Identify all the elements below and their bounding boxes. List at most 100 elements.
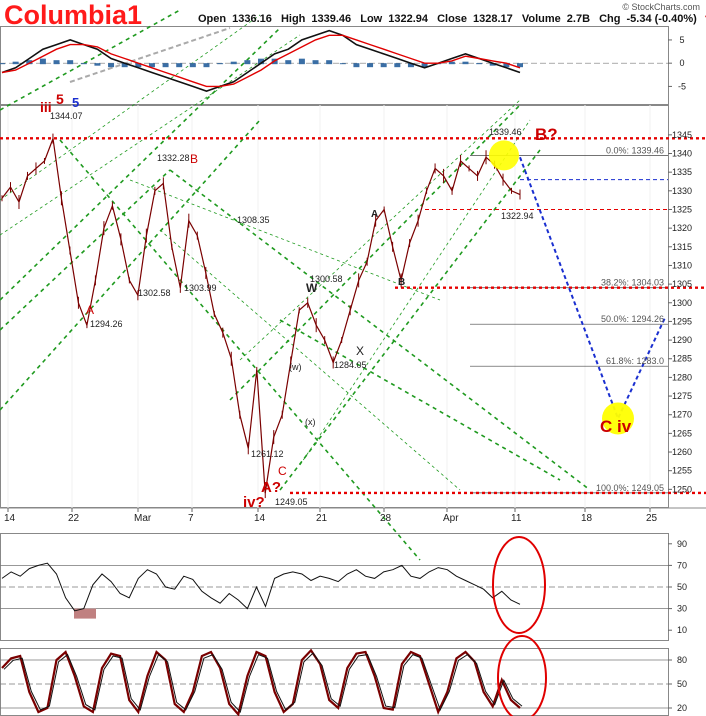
- watermark: © StockCharts.com: [622, 2, 700, 12]
- low-value: 1322.94: [388, 13, 428, 25]
- macd-hist-bar: [148, 63, 155, 68]
- wave-annotation: 1303.99: [184, 283, 217, 293]
- wave-annotation: A: [86, 303, 94, 317]
- macd-y-tick-label: 0: [679, 58, 684, 68]
- macd-hist-bar: [217, 63, 224, 65]
- price-y-tick-label: 1255: [672, 466, 692, 476]
- blue-projection-line: [519, 156, 666, 422]
- macd-hist-bar: [326, 60, 333, 65]
- chg-label: Chg: [599, 13, 621, 25]
- macd-signal-line: [1, 34, 521, 88]
- x-tick-label: Mar: [134, 513, 152, 524]
- green-channel-line: [0, 169, 171, 331]
- stoch-y-tick-label: 50: [677, 679, 687, 689]
- trendlines: [0, 9, 706, 561]
- price-y-tick-label: 1295: [672, 316, 692, 326]
- macd-panel-frame: [0, 26, 669, 105]
- wave-annotation: B: [398, 277, 405, 288]
- high-label: High: [280, 13, 306, 25]
- price-y-tick-label: 1270: [672, 410, 692, 420]
- target-circle-bottom: [602, 402, 634, 435]
- wave-annotation: 1300.58: [310, 274, 343, 284]
- wave-annotation: 1302.58: [138, 288, 171, 298]
- wave-annotation: 5: [56, 91, 64, 107]
- macd-hist-bar: [353, 63, 360, 68]
- x-tick-label: 14: [4, 513, 16, 524]
- x-tick-label: Apr: [443, 513, 459, 524]
- wave-annotation: 1249.05: [275, 497, 308, 507]
- price-y-tick-label: 1250: [672, 484, 692, 494]
- rsi-y-tick-label: 90: [677, 539, 687, 549]
- rsi-y-tick-label: 50: [677, 582, 687, 592]
- open-value: 1336.16: [232, 13, 272, 25]
- price-line: [1, 138, 521, 494]
- green-channel-line: [0, 119, 261, 411]
- macd-hist-bar: [189, 63, 196, 68]
- wave-annotation: 1344.07: [50, 111, 83, 121]
- wave-annotation: 1284.05: [334, 360, 367, 370]
- macd-hist-bar: [503, 63, 510, 68]
- wave-annotation: 1322.94: [501, 211, 534, 221]
- macd-hist-bar: [517, 63, 523, 68]
- green-channel-line: [279, 149, 541, 491]
- macd-hist-bar: [421, 63, 428, 68]
- volume-value: 2.7B: [566, 13, 591, 25]
- rsi-y-tick-label: 70: [677, 560, 687, 570]
- wave-annotation: 5: [72, 95, 79, 110]
- price-y-tick-label: 1275: [672, 391, 692, 401]
- price-y-tick-label: 1340: [672, 149, 692, 159]
- macd-hist-bar: [462, 61, 469, 65]
- stoch-line: [1, 648, 521, 716]
- open-label: Open: [198, 13, 227, 25]
- wave-annotation: 1339.46: [489, 127, 522, 137]
- rsi-y-tick-label: 10: [677, 625, 687, 635]
- macd-hist-bar: [67, 60, 74, 65]
- price-y-tick-label: 1320: [672, 223, 692, 233]
- macd-hist-bar: [380, 63, 387, 68]
- price-y-tick-label: 1310: [672, 260, 692, 270]
- gray-dashed-line: [69, 27, 231, 83]
- close-value: 1328.17: [473, 13, 513, 25]
- fib-level-label: 0.0%: 1339.46: [606, 146, 664, 156]
- macd-hist-bar: [448, 61, 455, 65]
- wave-annotation: 1261.12: [251, 449, 284, 459]
- macd-hist-bar: [12, 61, 19, 65]
- macd-hist-bar: [367, 63, 374, 68]
- green-channel-line: [169, 169, 591, 491]
- green-channel-line: [0, 27, 281, 301]
- price-y-tick-label: 1330: [672, 186, 692, 196]
- wave-annotation: B: [190, 152, 198, 166]
- wave-annotation: A?: [261, 479, 281, 496]
- chg-down-marker: ▼: [703, 13, 706, 25]
- wave-annotation: iv?: [243, 494, 265, 511]
- macd-hist-bar: [80, 63, 87, 65]
- macd-hist-bar: [407, 63, 414, 68]
- macd-hist-bar: [394, 63, 401, 68]
- macd-hist-bar: [0, 63, 5, 65]
- macd-hist-bar: [176, 63, 183, 68]
- price-y-tick-label: 1285: [672, 354, 692, 364]
- rsi-highlight-ellipse: [492, 536, 546, 634]
- macd-hist-bar: [162, 63, 169, 68]
- green-channel-line: [229, 104, 521, 401]
- price-y-tick-label: 1325: [672, 204, 692, 214]
- wave-annotation: iii: [40, 99, 52, 115]
- macd-hist-bar: [135, 63, 142, 68]
- price-panel-frame: [0, 105, 669, 508]
- rsi-line: [1, 562, 521, 612]
- macd-hist-bar: [94, 63, 101, 66]
- rsi-y-tick-label: 30: [677, 604, 687, 614]
- green-channel-line: [129, 179, 441, 301]
- price-y-tick-label: 1265: [672, 428, 692, 438]
- green-channel-line: [239, 99, 521, 361]
- wave-annotation: 1332.28: [157, 153, 190, 163]
- x-tick-label: 18: [581, 513, 593, 524]
- green-channel-line: [299, 119, 531, 466]
- ohlc-readout: Open 1336.16 High 1339.46 Low 1322.94 Close…: [198, 13, 706, 25]
- green-channel-line: [59, 139, 421, 561]
- x-tick-label: 28: [380, 513, 392, 524]
- x-tick-label: 11: [511, 513, 522, 524]
- wave-annotation: B?: [535, 125, 558, 144]
- wave-annotation: (w): [289, 362, 302, 372]
